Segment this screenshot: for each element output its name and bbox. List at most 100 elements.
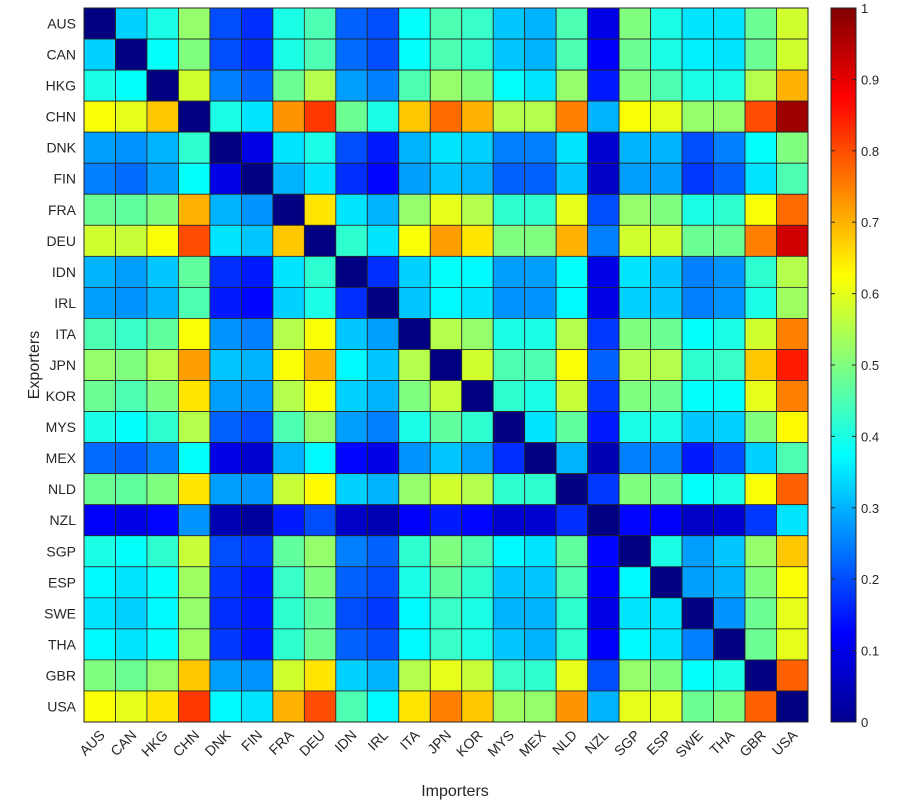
- heatmap-cell-ESP-DNK: [210, 567, 241, 598]
- heatmap-cell-USA-NLD: [556, 691, 587, 722]
- heatmap-cell-ESP-NLD: [556, 567, 587, 598]
- heatmap-cell-FRA-MEX: [525, 194, 556, 225]
- x-tick-label: DNK: [202, 726, 235, 759]
- heatmap-cell-NZL-DEU: [304, 505, 335, 536]
- heatmap-cell-HKG-FRA: [273, 70, 304, 101]
- heatmap-cell-IRL-DNK: [210, 287, 241, 318]
- x-tick-label: FRA: [266, 726, 298, 758]
- heatmap-cell-ESP-AUS: [84, 567, 115, 598]
- y-tick-label: FRA: [48, 202, 77, 218]
- y-tick-label: SGP: [46, 543, 76, 559]
- heatmap-cell-ITA-HKG: [147, 318, 178, 349]
- heatmap-cell-MEX-JPN: [430, 443, 461, 474]
- heatmap-cell-DEU-CHN: [178, 225, 209, 256]
- heatmap-cell-CHN-DEU: [304, 101, 335, 132]
- y-tick-label: JPN: [50, 357, 76, 373]
- heatmap-cell-USA-MYS: [493, 691, 524, 722]
- heatmap-cell-NLD-DEU: [304, 474, 335, 505]
- heatmap-cell-FRA-SGP: [619, 194, 650, 225]
- heatmap-cell-DNK-SWE: [682, 132, 713, 163]
- heatmap-cell-CAN-THA: [714, 39, 745, 70]
- heatmap-cell-NLD-ESP: [651, 474, 682, 505]
- heatmap-cell-AUS-DEU: [304, 8, 335, 39]
- heatmap-cell-MYS-MYS: [493, 412, 524, 443]
- heatmap-cell-FRA-DNK: [210, 194, 241, 225]
- heatmap-cell-IDN-NZL: [588, 256, 619, 287]
- y-tick-label: HKG: [46, 78, 76, 94]
- heatmap-cell-CHN-CAN: [115, 101, 146, 132]
- colorbar-tick-label: 0.5: [861, 358, 879, 373]
- heatmap-cell-ITA-KOR: [462, 318, 493, 349]
- heatmap-cell-IRL-DEU: [304, 287, 335, 318]
- heatmap-cell-JPN-SWE: [682, 349, 713, 380]
- heatmap-cell-SWE-SWE: [682, 598, 713, 629]
- heatmap-cell-IRL-NLD: [556, 287, 587, 318]
- x-tick-label: FIN: [238, 727, 265, 754]
- heatmap-cell-SGP-SGP: [619, 536, 650, 567]
- heatmap-cell-USA-IRL: [367, 691, 398, 722]
- heatmap-cell-GBR-IDN: [336, 660, 367, 691]
- heatmap-cell-NLD-DNK: [210, 474, 241, 505]
- heatmap-cell-CAN-MEX: [525, 39, 556, 70]
- heatmap-cell-NZL-AUS: [84, 505, 115, 536]
- heatmap-cell-SWE-DEU: [304, 598, 335, 629]
- heatmap-cell-NLD-FRA: [273, 474, 304, 505]
- heatmap-cell-SGP-AUS: [84, 536, 115, 567]
- heatmap-cell-FRA-FIN: [241, 194, 272, 225]
- heatmap-cell-NZL-CAN: [115, 505, 146, 536]
- heatmap-cell-NZL-KOR: [462, 505, 493, 536]
- heatmap-cell-NLD-SWE: [682, 474, 713, 505]
- heatmap-cell-IDN-DNK: [210, 256, 241, 287]
- heatmap-cell-IDN-USA: [777, 256, 808, 287]
- heatmap-cell-MYS-ESP: [651, 412, 682, 443]
- heatmap-cell-NLD-CHN: [178, 474, 209, 505]
- heatmap-cell-IRL-SGP: [619, 287, 650, 318]
- heatmap-cell-ESP-HKG: [147, 567, 178, 598]
- heatmap-cell-IDN-FRA: [273, 256, 304, 287]
- heatmap-cell-DNK-IDN: [336, 132, 367, 163]
- heatmap-cell-CHN-IRL: [367, 101, 398, 132]
- heatmap-cell-FIN-THA: [714, 163, 745, 194]
- heatmap-cell-FIN-HKG: [147, 163, 178, 194]
- heatmap-cell-ITA-AUS: [84, 318, 115, 349]
- heatmap-cell-AUS-HKG: [147, 8, 178, 39]
- heatmap-cell-NZL-FIN: [241, 505, 272, 536]
- y-tick-label: MYS: [46, 419, 76, 435]
- heatmap-cell-DEU-ITA: [399, 225, 430, 256]
- heatmap-cell-HKG-DEU: [304, 70, 335, 101]
- x-tick-label: CAN: [107, 727, 139, 759]
- heatmap-cell-ITA-MYS: [493, 318, 524, 349]
- y-tick-label: CAN: [46, 47, 76, 63]
- heatmap-cell-USA-MEX: [525, 691, 556, 722]
- x-tick-label: SGP: [611, 727, 643, 759]
- heatmap-cell-GBR-IRL: [367, 660, 398, 691]
- heatmap-cell-KOR-KOR: [462, 381, 493, 412]
- heatmap-cell-FRA-CAN: [115, 194, 146, 225]
- heatmap-cell-MYS-NZL: [588, 412, 619, 443]
- heatmap-cell-NZL-FRA: [273, 505, 304, 536]
- heatmap-cell-SWE-MEX: [525, 598, 556, 629]
- heatmap-cell-FRA-JPN: [430, 194, 461, 225]
- heatmap-cell-HKG-NZL: [588, 70, 619, 101]
- heatmap-cell-SGP-IRL: [367, 536, 398, 567]
- heatmap-cell-KOR-THA: [714, 381, 745, 412]
- heatmap-cell-IDN-MYS: [493, 256, 524, 287]
- heatmap-cell-DEU-NLD: [556, 225, 587, 256]
- heatmap-cell-DNK-DNK: [210, 132, 241, 163]
- heatmap-cell-THA-NLD: [556, 629, 587, 660]
- heatmap-cell-HKG-MYS: [493, 70, 524, 101]
- heatmap-cell-MYS-GBR: [745, 412, 776, 443]
- heatmap-cell-NLD-MEX: [525, 474, 556, 505]
- heatmap-cell-THA-SWE: [682, 629, 713, 660]
- heatmap-cell-SGP-FRA: [273, 536, 304, 567]
- heatmap-cell-HKG-USA: [777, 70, 808, 101]
- x-axis-label: Importers: [421, 783, 489, 800]
- heatmap-cell-IDN-JPN: [430, 256, 461, 287]
- heatmap-cell-NZL-USA: [777, 505, 808, 536]
- heatmap-cell-GBR-KOR: [462, 660, 493, 691]
- x-tick-label: MEX: [516, 726, 549, 759]
- heatmap-cell-NZL-ITA: [399, 505, 430, 536]
- heatmap-cell-SWE-MYS: [493, 598, 524, 629]
- heatmap-cell-GBR-CHN: [178, 660, 209, 691]
- y-tick-labels: AUSCANHKGCHNDNKFINFRADEUIDNIRLITAJPNKORM…: [44, 16, 77, 715]
